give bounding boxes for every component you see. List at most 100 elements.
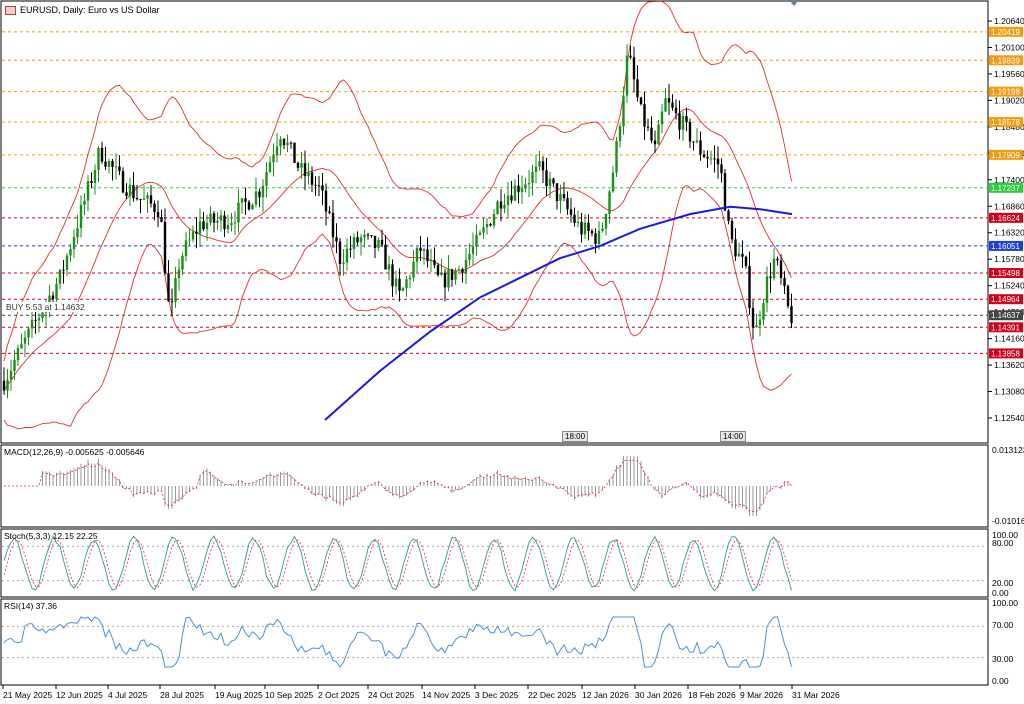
candle-body	[16, 348, 20, 361]
candle-body	[510, 195, 513, 201]
candle-body	[163, 221, 167, 274]
candle-body	[405, 279, 408, 289]
candle-body	[674, 107, 678, 114]
candle-body	[429, 260, 433, 262]
candle-body	[282, 139, 286, 146]
candle-body	[636, 79, 639, 98]
time-label: 3 Dec 2025	[475, 690, 519, 700]
candle-body	[541, 161, 545, 171]
candle-body	[303, 163, 307, 177]
candle-body	[727, 210, 730, 221]
candle-body	[587, 222, 590, 232]
price-tick-label: 1.13080	[994, 387, 1024, 397]
indicator-scale-label: 30.00	[992, 654, 1014, 664]
candle-body	[370, 235, 373, 237]
time-label: 18 Feb 2026	[688, 690, 736, 700]
session-tag-2: 14:00	[720, 431, 747, 442]
candle-body	[779, 260, 783, 278]
candle-body	[454, 270, 457, 280]
candle-body	[149, 195, 153, 204]
candle-body	[713, 158, 716, 160]
rsi-title: RSI(14) 37.36	[4, 601, 57, 611]
price-level-tag	[989, 55, 1023, 66]
candle-body	[384, 244, 387, 270]
candle-body	[240, 198, 244, 203]
candle-body	[100, 147, 104, 162]
price-level-tag	[989, 240, 1023, 251]
candle-body	[174, 277, 177, 302]
price-level-tag	[989, 348, 1023, 359]
candle-body	[618, 126, 622, 142]
candle-body	[41, 312, 44, 319]
candle-body	[86, 180, 90, 201]
candle-body	[426, 249, 429, 262]
bollinger-upper	[3, 0, 792, 362]
candle-body	[706, 156, 709, 159]
time-label: 24 Oct 2025	[368, 690, 415, 700]
candle-body	[142, 198, 146, 200]
candle-body	[482, 227, 485, 233]
stoch-panel[interactable]	[0, 528, 989, 598]
indicator-scale-label: 0.00	[992, 676, 1009, 686]
candle-body	[744, 256, 748, 266]
candle-body	[734, 239, 737, 257]
candle-body	[324, 190, 328, 212]
candle-body	[520, 188, 524, 193]
trade-position-label[interactable]: BUY 5.53 at 1.14632	[6, 302, 85, 312]
candle-body	[51, 295, 55, 300]
candle-body	[639, 97, 643, 105]
candle-body	[317, 185, 321, 187]
candle-body	[237, 202, 240, 223]
time-label: 19 Aug 2025	[215, 690, 263, 700]
candle-body	[692, 141, 695, 143]
macd-histogram	[4, 456, 792, 516]
candle-body	[527, 182, 531, 185]
candle-body	[485, 224, 489, 228]
candle-body	[412, 261, 415, 278]
price-tick-label: 1.13620	[994, 360, 1024, 370]
candle-body	[730, 220, 734, 240]
candle-body	[552, 178, 555, 184]
candle-body	[286, 142, 289, 146]
price-level-value: 1.17237	[991, 184, 1020, 193]
candle-body	[391, 264, 394, 287]
candle-body	[188, 239, 191, 241]
candle-body	[69, 249, 72, 256]
candle-body	[279, 139, 282, 147]
time-label: 21 May 2025	[3, 690, 52, 700]
macd-signal	[4, 460, 792, 512]
price-level-value: 1.14391	[991, 323, 1020, 332]
candle-body	[461, 269, 464, 274]
bollinger-middle	[3, 108, 792, 391]
candle-body	[377, 239, 380, 248]
candle-body	[90, 180, 93, 184]
candle-body	[6, 379, 9, 391]
price-level-tag	[989, 310, 1023, 321]
candle-body	[657, 124, 660, 145]
candle-body	[681, 116, 685, 130]
price-level-value: 1.16624	[991, 214, 1020, 223]
candle-body	[160, 217, 163, 222]
shift-marker-icon[interactable]	[789, 0, 799, 6]
candle-body	[496, 201, 499, 215]
candle-body	[76, 228, 79, 238]
candle-body	[471, 246, 475, 254]
price-tick-label: 1.20640	[994, 16, 1024, 26]
rsi-line-path	[3, 616, 792, 668]
candle-body	[314, 184, 317, 186]
candle-body	[741, 253, 744, 257]
price-level-tag	[989, 294, 1023, 305]
macd-title: MACD(12,26,9) -0.005625 -0.005646	[4, 447, 145, 457]
candle-body	[34, 319, 37, 321]
candle-body	[37, 318, 41, 321]
candle-body	[513, 185, 517, 201]
rsi-panel[interactable]	[0, 598, 989, 686]
candle-body	[125, 192, 128, 196]
candle-body	[2, 380, 6, 391]
price-tick-label: 1.14160	[994, 334, 1024, 344]
price-level-tags: 1.20419 1.19839 1.19198 1.18578 1.17909 1.172…	[989, 26, 1023, 359]
candle-body	[667, 98, 671, 103]
stoch-signal-line	[3, 538, 792, 589]
candle-body	[548, 178, 552, 187]
